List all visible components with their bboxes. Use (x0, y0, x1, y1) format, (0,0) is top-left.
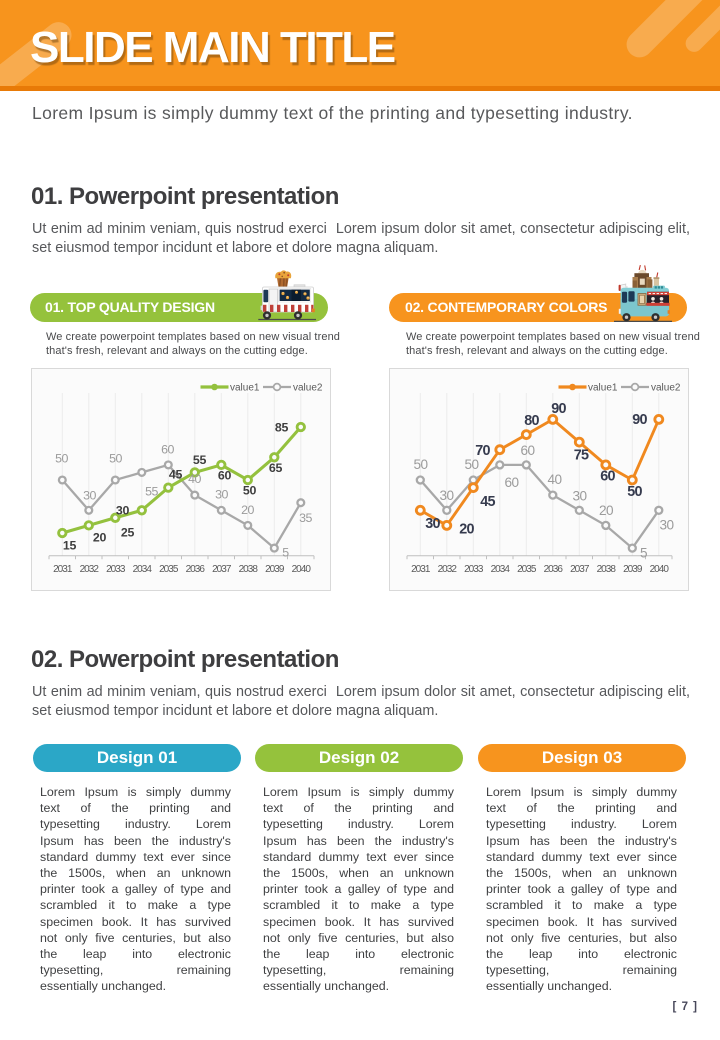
svg-text:2035: 2035 (517, 564, 537, 575)
svg-text:30: 30 (573, 488, 588, 503)
svg-text:2040: 2040 (292, 564, 312, 575)
svg-text:50: 50 (109, 452, 122, 466)
svg-text:45: 45 (169, 468, 183, 482)
svg-text:45: 45 (480, 494, 495, 510)
svg-text:60: 60 (505, 475, 520, 490)
svg-text:50: 50 (414, 457, 429, 472)
svg-text:value1: value1 (230, 383, 260, 394)
svg-text:40: 40 (548, 472, 563, 487)
svg-text:2038: 2038 (239, 564, 259, 575)
svg-text:2039: 2039 (265, 564, 285, 575)
svg-text:2032: 2032 (438, 564, 458, 575)
svg-text:20: 20 (599, 503, 614, 518)
svg-text:30: 30 (83, 489, 96, 503)
svg-text:2040: 2040 (650, 564, 670, 575)
svg-text:value2: value2 (293, 383, 323, 394)
svg-text:value1: value1 (588, 383, 618, 394)
svg-text:30: 30 (440, 488, 455, 503)
svg-text:80: 80 (524, 413, 539, 429)
svg-text:60: 60 (521, 443, 536, 458)
svg-text:90: 90 (632, 412, 647, 428)
svg-text:60: 60 (600, 469, 615, 485)
svg-text:20: 20 (241, 503, 254, 517)
svg-text:30: 30 (425, 516, 440, 532)
svg-text:2033: 2033 (106, 564, 126, 575)
svg-text:2036: 2036 (186, 564, 206, 575)
svg-text:20: 20 (459, 522, 474, 538)
svg-text:50: 50 (55, 452, 68, 466)
svg-text:2034: 2034 (133, 564, 153, 575)
svg-text:2032: 2032 (80, 564, 100, 575)
svg-text:2031: 2031 (53, 564, 73, 575)
svg-text:2035: 2035 (159, 564, 179, 575)
svg-text:20: 20 (93, 531, 107, 545)
svg-text:55: 55 (145, 485, 158, 499)
svg-text:2037: 2037 (212, 564, 232, 575)
svg-text:value2: value2 (651, 383, 681, 394)
svg-text:30: 30 (660, 517, 675, 532)
svg-text:2038: 2038 (597, 564, 617, 575)
svg-text:2039: 2039 (623, 564, 643, 575)
svg-text:50: 50 (627, 484, 642, 500)
svg-text:90: 90 (551, 401, 566, 417)
svg-text:15: 15 (63, 539, 77, 553)
svg-text:25: 25 (121, 526, 135, 540)
svg-text:2034: 2034 (491, 564, 511, 575)
svg-text:2037: 2037 (570, 564, 590, 575)
svg-text:2036: 2036 (544, 564, 564, 575)
svg-text:65: 65 (269, 461, 283, 475)
svg-text:5: 5 (282, 546, 289, 560)
svg-text:40: 40 (188, 472, 201, 486)
svg-text:60: 60 (161, 443, 174, 457)
svg-text:35: 35 (299, 511, 312, 525)
svg-text:30: 30 (215, 488, 228, 502)
svg-text:60: 60 (218, 469, 232, 483)
svg-text:75: 75 (574, 448, 589, 464)
svg-text:5: 5 (640, 545, 647, 560)
svg-text:2033: 2033 (464, 564, 484, 575)
svg-text:50: 50 (243, 484, 257, 498)
svg-text:30: 30 (116, 504, 130, 518)
svg-text:2031: 2031 (411, 564, 431, 575)
svg-text:70: 70 (475, 443, 490, 459)
svg-text:50: 50 (465, 457, 480, 472)
svg-text:85: 85 (275, 421, 289, 435)
svg-text:55: 55 (193, 453, 207, 467)
